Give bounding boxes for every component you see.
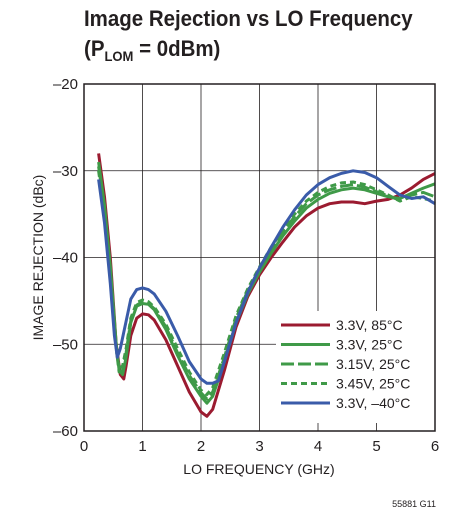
plot-frame (83, 83, 436, 432)
y-tick-label: –60 (53, 423, 78, 440)
x-tick-label: 6 (431, 438, 439, 455)
tick-labels: 0 1 2 3 4 5 6 –60 –50 –40 –30 –20 (53, 76, 439, 455)
legend-label-3: 3.15V, 25°C (336, 356, 410, 372)
x-tick-label: 4 (314, 438, 322, 455)
x-tick-label: 5 (372, 438, 380, 455)
figure-id: 55881 G11 (392, 499, 436, 509)
y-tick-label: –30 (53, 163, 78, 180)
subtitle-prefix: (P (84, 36, 105, 61)
legend: 3.3V, 85°C 3.3V, 25°C 3.15V, 25°C 3.45V, 25… (281, 317, 410, 411)
series-line-4 (97, 170, 436, 397)
subtitle-subscript: LOM (104, 48, 134, 64)
x-tick-label: 3 (255, 438, 263, 455)
legend-label-2: 3.3V, 25°C (336, 337, 403, 353)
x-tick-label: 2 (197, 438, 205, 455)
series-lines (97, 153, 436, 418)
subtitle-suffix: = 0dBm) (133, 36, 221, 61)
x-tick-label: 1 (138, 438, 146, 455)
y-tick-label: –50 (53, 336, 78, 353)
x-tick-label: 0 (80, 438, 88, 455)
series-line-5 (97, 169, 436, 385)
chart-title: Image Rejection vs LO Frequency (84, 6, 413, 31)
legend-label-1: 3.3V, 85°C (336, 317, 403, 333)
y-axis-label: IMAGE REJECTION (dBc) (30, 175, 46, 341)
chart-subtitle: (PLOM = 0dBm) (84, 36, 221, 64)
y-tick-label: –40 (53, 250, 78, 267)
y-tick-label: –20 (53, 76, 78, 93)
legend-label-4: 3.45V, 25°C (336, 376, 410, 392)
series-line-1 (97, 153, 436, 418)
x-axis-label: LO FREQUENCY (GHz) (183, 461, 334, 477)
legend-label-5: 3.3V, –40°C (336, 395, 410, 411)
